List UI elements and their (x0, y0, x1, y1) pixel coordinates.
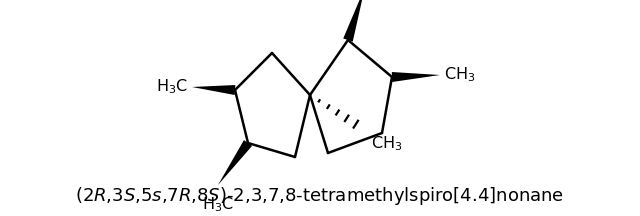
Text: CH$_3$: CH$_3$ (444, 66, 476, 84)
Polygon shape (192, 85, 236, 95)
Text: H$_3$C: H$_3$C (202, 195, 234, 214)
Polygon shape (392, 72, 440, 82)
Polygon shape (218, 140, 252, 185)
Text: H$_3$C: H$_3$C (156, 78, 188, 96)
Text: CH$_3$: CH$_3$ (371, 134, 403, 153)
Polygon shape (343, 0, 365, 41)
Text: (2$\it{R}$,3$\it{S}$,5$\it{s}$,7$\it{R}$,8$\it{S}$)-2,3,7,8-tetramethylspiro[4.4: (2$\it{R}$,3$\it{S}$,5$\it{s}$,7$\it{R}$… (76, 185, 564, 207)
